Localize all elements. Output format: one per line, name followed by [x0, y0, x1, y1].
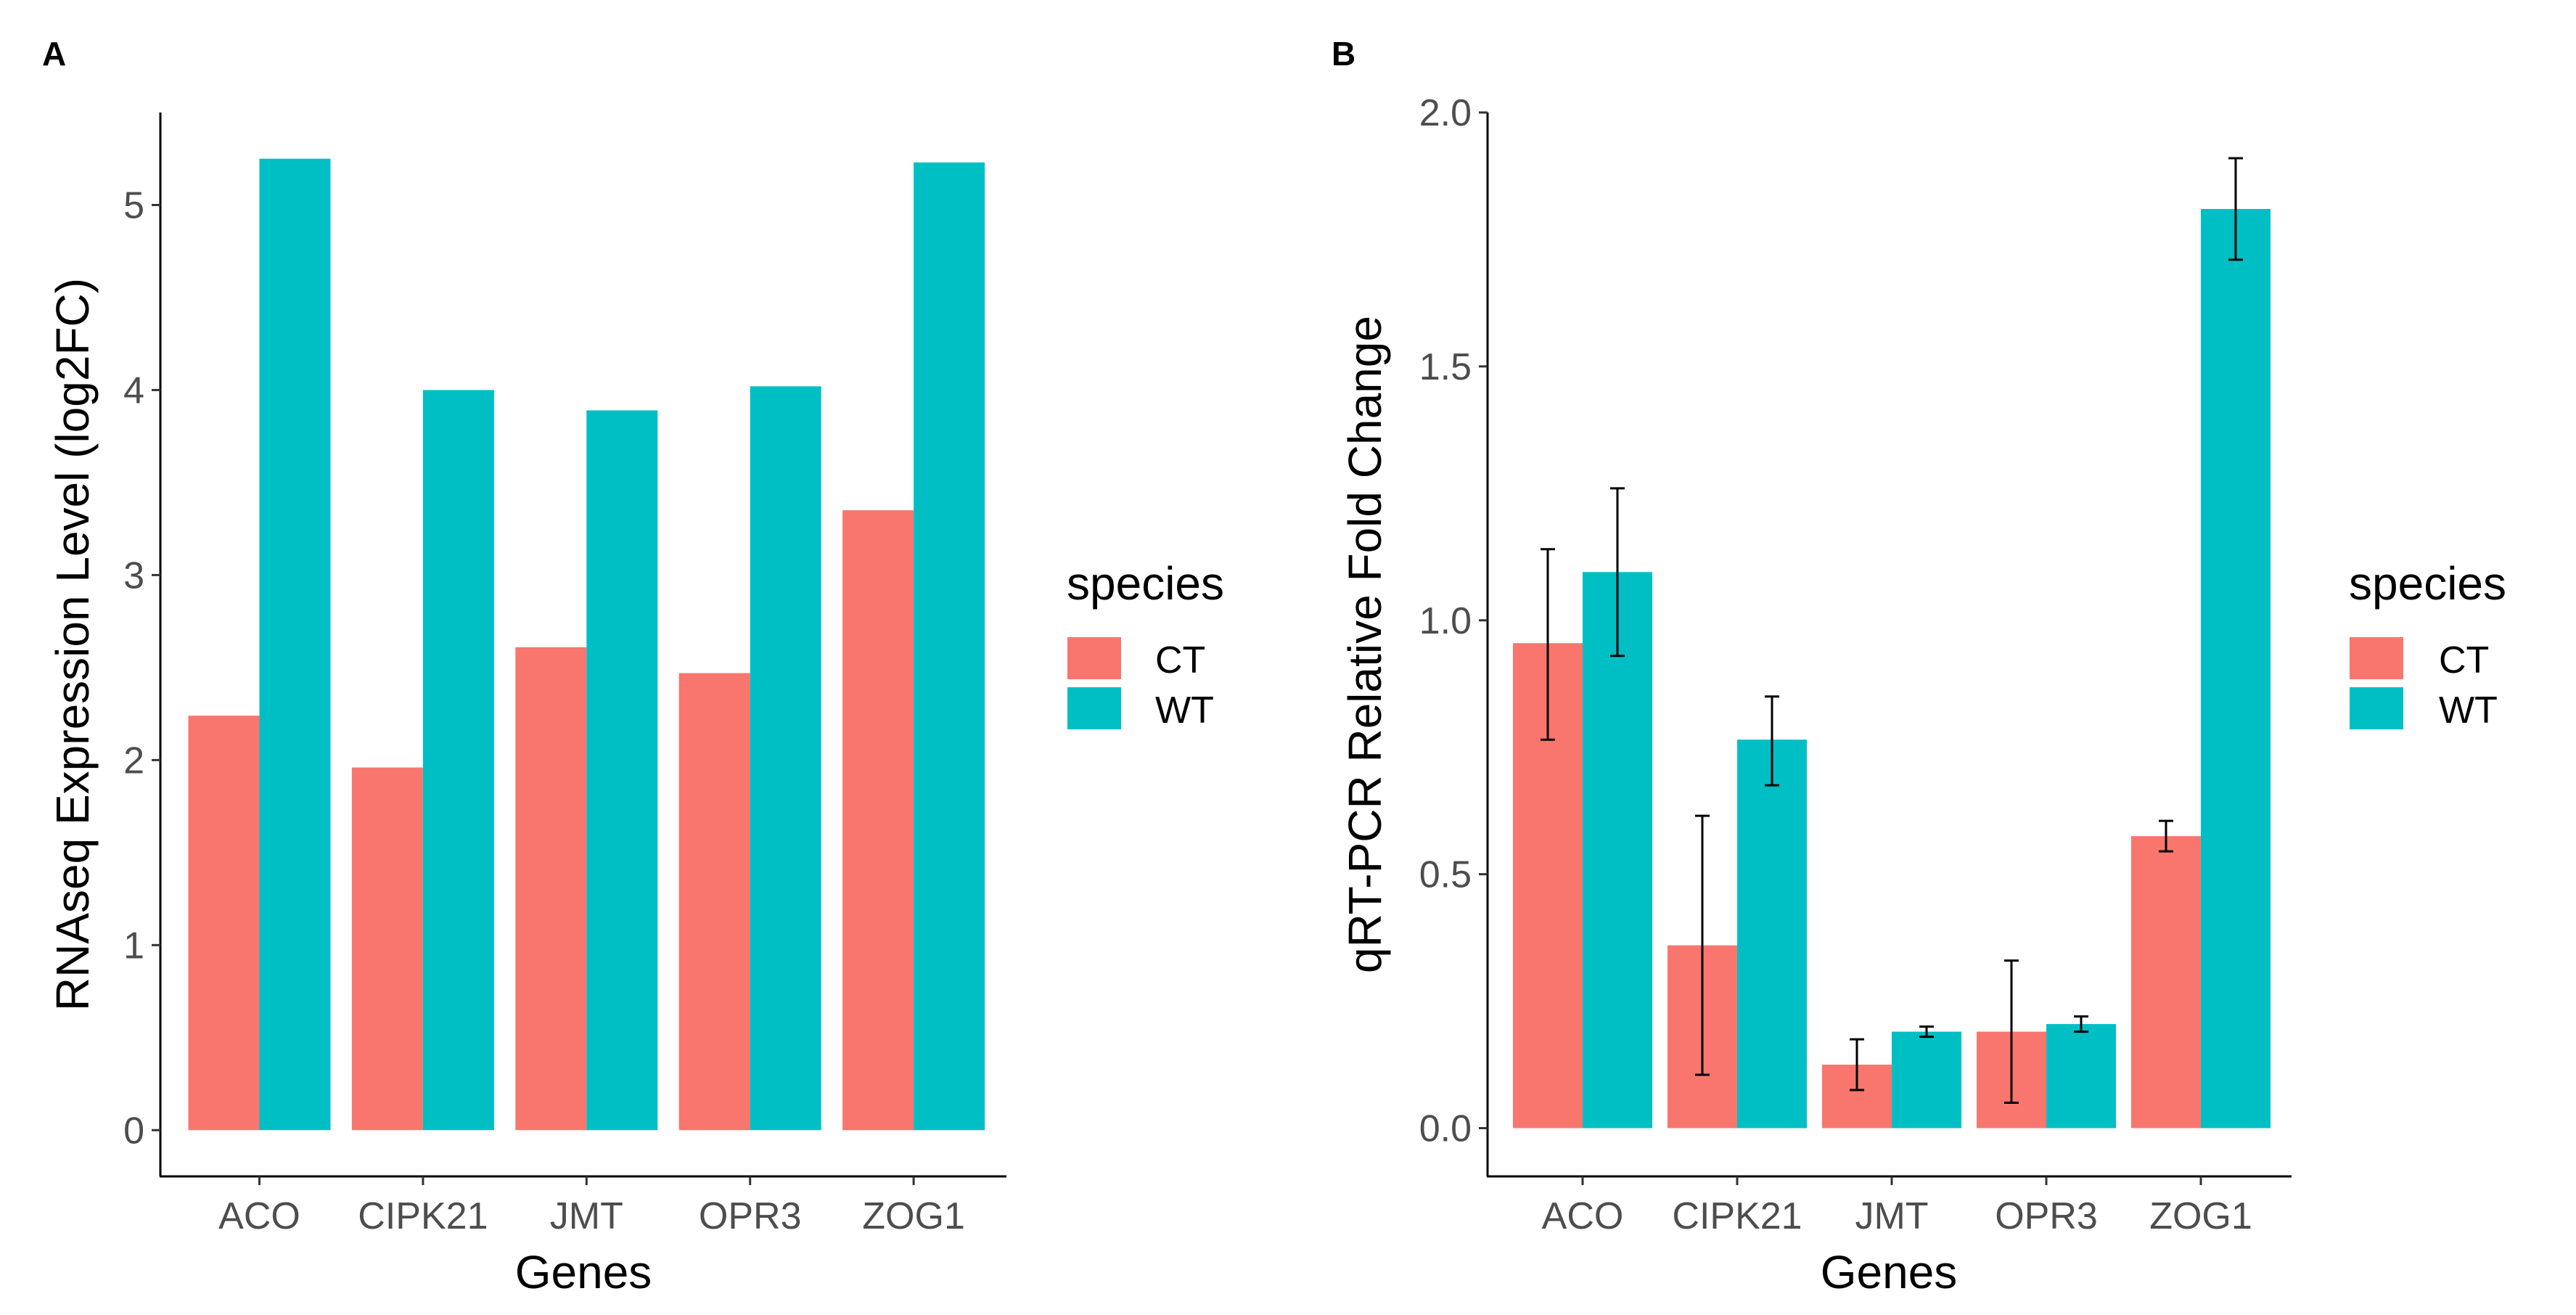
panel-b-error-bar-ct-cipk21 — [1695, 814, 1710, 1076]
panel-b-y-tick-label: 0.5 — [1419, 854, 1472, 896]
panel-b-y-tick-label: 2.0 — [1419, 92, 1472, 134]
panel-b-y-ticks: 0.0 0.5 1.0 1.5 2.0 — [1419, 92, 1488, 1150]
panel-b-bar-wt-jmt — [1892, 1031, 1961, 1128]
panel-b-bar-wt-cipk21 — [1737, 740, 1807, 1128]
panel-b-legend-key-wt — [2350, 687, 2403, 729]
panel-a-y-tick-label: 2 — [123, 740, 144, 782]
panel-b-bar-ct-zog1 — [2131, 836, 2201, 1128]
panel-a-y-tick-label: 4 — [123, 369, 144, 411]
panel-b-bars — [1513, 208, 2271, 1128]
panel-b-label: B — [1332, 35, 1355, 73]
panel-a-bar-wt-zog1 — [914, 162, 985, 1131]
panel-a-x-tick-label-cipk21: CIPK21 — [358, 1195, 488, 1237]
panel-b-error-bar-wt-opr3 — [2074, 1015, 2088, 1033]
panel-b-x-tick-label-jmt: JMT — [1855, 1195, 1928, 1237]
panel-a-legend-key-wt — [1067, 687, 1121, 729]
panel-b-y-tick-label: 0.0 — [1419, 1108, 1472, 1150]
panel-a-y-ticks: 0 1 2 3 4 5 — [123, 184, 160, 1152]
panel-a-x-tick-label-jmt: JMT — [550, 1195, 623, 1237]
panel-b-y-title: qRT-PCR Relative Fold Change — [1339, 316, 1391, 973]
panel-a-bar-wt-opr3 — [750, 386, 821, 1131]
panel-b-y-tick-label: 1.5 — [1419, 346, 1472, 388]
panel-b-error-bars — [1541, 157, 2243, 1105]
panel-a-bar-wt-cipk21 — [422, 390, 494, 1131]
panel-a-y-tick-label: 0 — [123, 1110, 144, 1152]
panel-a-y-title: RNAseq Expression Level (log2FC) — [46, 278, 99, 1011]
panel-b-bar-wt-zog1 — [2201, 208, 2271, 1128]
panel-b-x-tick-label-zog1: ZOG1 — [2149, 1195, 2252, 1237]
panel-a-legend-title: species — [1067, 557, 1224, 610]
panel-a-bar-ct-aco — [188, 716, 260, 1131]
panel-a-x-tick-label-zog1: ZOG1 — [862, 1195, 965, 1237]
panel-a-x-tick-label-opr3: OPR3 — [699, 1195, 802, 1237]
panel-a: A 0 1 2 3 4 5 ACO CIPK21 JMT OPR3 ZOG1 Genes RNAs… — [42, 35, 1224, 1298]
panel-b-y-tick-label: 1.0 — [1419, 600, 1472, 642]
panel-b-bar-wt-aco — [1583, 572, 1652, 1128]
panel-b-error-bar-wt-jmt — [1919, 1025, 1934, 1039]
panel-b-error-bar-wt-cipk21 — [1765, 695, 1779, 787]
panel-b-legend-label-ct: CT — [2439, 639, 2489, 681]
panel-b-error-bar-ct-opr3 — [2004, 959, 2019, 1105]
panel-a-legend-label-wt: WT — [1155, 689, 1214, 732]
panel-b-x-title: Genes — [1821, 1246, 1958, 1298]
panel-a-label: A — [42, 35, 66, 73]
panel-b-error-bar-ct-zog1 — [2159, 819, 2173, 853]
panel-a-y-tick-label: 1 — [123, 925, 144, 967]
panel-a-y-tick-label: 3 — [123, 554, 144, 597]
panel-b-legend-label-wt: WT — [2439, 689, 2498, 732]
panel-a-bar-ct-jmt — [515, 647, 587, 1131]
panel-b-x-ticks: ACO CIPK21 JMT OPR3 ZOG1 — [1542, 1176, 2252, 1237]
panel-b-x-tick-label-cipk21: CIPK21 — [1672, 1195, 1802, 1237]
panel-b-error-bar-wt-zog1 — [2228, 157, 2243, 261]
panel-a-bar-wt-jmt — [586, 410, 658, 1131]
panel-a-bar-ct-zog1 — [842, 510, 914, 1131]
panel-b-error-bar-ct-aco — [1541, 548, 1555, 741]
panel-a-x-ticks: ACO CIPK21 JMT OPR3 ZOG1 — [218, 1176, 965, 1237]
panel-b: B 0.0 0.5 1.0 1.5 2.0 ACO CIPK21 JMT OPR3 ZOG1 G… — [1332, 35, 2506, 1298]
panel-b-legend: species CT WT — [2349, 557, 2506, 732]
panel-a-bar-ct-opr3 — [678, 673, 750, 1131]
panel-b-error-bar-ct-jmt — [1850, 1038, 1864, 1091]
panel-b-x-tick-label-opr3: OPR3 — [1995, 1195, 2098, 1237]
panel-b-legend-title: species — [2349, 557, 2506, 610]
panel-a-x-tick-label-aco: ACO — [218, 1195, 300, 1237]
panel-a-legend-key-ct — [1067, 637, 1121, 679]
panel-b-bar-wt-opr3 — [2046, 1024, 2116, 1128]
panel-a-y-tick-label: 5 — [123, 184, 144, 226]
panel-a-legend: species CT WT — [1067, 557, 1224, 732]
panel-a-bars — [188, 158, 985, 1131]
panel-b-legend-key-ct — [2350, 637, 2403, 679]
panel-a-bar-wt-aco — [259, 158, 331, 1131]
panel-a-legend-label-ct: CT — [1155, 639, 1205, 681]
panel-a-bar-ct-cipk21 — [351, 767, 423, 1131]
panel-b-x-tick-label-aco: ACO — [1542, 1195, 1624, 1237]
panel-b-error-bar-wt-aco — [1610, 487, 1625, 658]
panel-a-x-title: Genes — [515, 1246, 652, 1298]
